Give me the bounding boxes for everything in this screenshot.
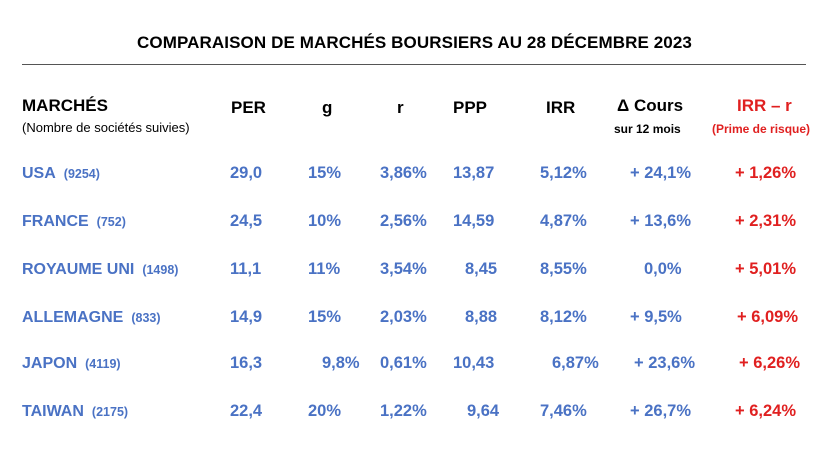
market-name-cell: ALLEMAGNE (833) bbox=[22, 308, 161, 327]
company-count: (2175) bbox=[91, 405, 129, 419]
cell-cours: + 9,5% bbox=[630, 308, 682, 326]
cell-per: 24,5 bbox=[230, 212, 263, 230]
cell-r: 3,54% bbox=[380, 260, 427, 278]
header-per: PER bbox=[231, 98, 266, 117]
cell-g: 20% bbox=[308, 402, 342, 420]
cell-irr: 8,12% bbox=[540, 308, 587, 326]
page-title: COMPARAISON DE MARCHÉS BOURSIERS AU 28 D… bbox=[137, 33, 692, 52]
market-name-cell: TAIWAN (2175) bbox=[22, 402, 128, 421]
cell-irr-r: + 6,09% bbox=[737, 308, 799, 326]
market-name-cell: ROYAUME UNI (1498) bbox=[22, 260, 178, 279]
cell-r: 2,03% bbox=[380, 308, 427, 326]
cell-r: 0,61% bbox=[380, 354, 427, 372]
cell-g: 11% bbox=[308, 260, 341, 278]
header-irr: IRR bbox=[546, 98, 576, 117]
cell-ppp: 8,88 bbox=[465, 308, 498, 326]
company-count: (9254) bbox=[63, 167, 100, 181]
cell-r: 3,86% bbox=[380, 164, 427, 182]
market-name: TAIWAN bbox=[22, 403, 84, 420]
cell-cours: + 26,7% bbox=[630, 402, 692, 420]
cell-per: 14,9 bbox=[230, 308, 263, 326]
cell-ppp: 14,59 bbox=[453, 212, 495, 230]
cell-cours: + 23,6% bbox=[634, 354, 696, 372]
cell-irr: 8,55% bbox=[540, 260, 587, 278]
cell-irr-r: + 5,01% bbox=[735, 260, 797, 278]
cell-ppp: 10,43 bbox=[453, 354, 495, 372]
header-cours: Δ Cours bbox=[617, 96, 684, 115]
cell-ppp: 8,45 bbox=[465, 260, 498, 278]
cell-ppp: 13,87 bbox=[453, 164, 495, 182]
cell-irr: 4,87% bbox=[540, 212, 587, 230]
header-markets: MARCHÉS bbox=[22, 96, 108, 115]
cell-irr: 5,12% bbox=[540, 164, 587, 182]
cell-r: 2,56% bbox=[380, 212, 427, 230]
cell-per: 16,3 bbox=[230, 354, 263, 372]
market-name-cell: JAPON (4119) bbox=[22, 354, 121, 373]
cell-per: 29,0 bbox=[230, 164, 263, 182]
title-divider bbox=[22, 64, 806, 65]
cell-ppp: 9,64 bbox=[467, 402, 500, 420]
cell-irr: 7,46% bbox=[540, 402, 587, 420]
cell-irr: 6,87% bbox=[552, 354, 599, 372]
cell-g: 9,8% bbox=[322, 354, 360, 372]
company-count: (4119) bbox=[85, 357, 121, 371]
market-name-cell: FRANCE (752) bbox=[22, 212, 126, 231]
cell-irr-r: + 6,24% bbox=[735, 402, 797, 420]
cell-per: 22,4 bbox=[230, 402, 263, 420]
header-g: g bbox=[322, 98, 333, 117]
cell-cours: + 24,1% bbox=[630, 164, 692, 182]
header-irr-r: IRR – r bbox=[737, 96, 792, 115]
company-count: (1498) bbox=[142, 263, 179, 277]
header-markets-subtitle: (Nombre de sociétés suivies) bbox=[22, 120, 190, 135]
cell-irr-r: + 2,31% bbox=[735, 212, 797, 230]
market-name-cell: USA (9254) bbox=[22, 164, 100, 183]
cell-per: 11,1 bbox=[230, 260, 262, 278]
market-name: JAPON bbox=[22, 355, 78, 372]
company-count: (752) bbox=[96, 215, 126, 229]
cell-g: 15% bbox=[308, 308, 342, 326]
market-name: USA bbox=[22, 165, 56, 182]
cell-irr-r: + 6,26% bbox=[739, 354, 801, 372]
header-cours-subtitle: sur 12 mois bbox=[614, 122, 681, 136]
cell-cours: 0,0% bbox=[644, 260, 682, 278]
header-ppp: PPP bbox=[453, 98, 488, 117]
header-irr-r-subtitle: (Prime de risque) bbox=[712, 122, 811, 136]
header-r: r bbox=[397, 98, 404, 117]
cell-cours: + 13,6% bbox=[630, 212, 692, 230]
market-name: ROYAUME UNI bbox=[22, 261, 135, 278]
cell-r: 1,22% bbox=[380, 402, 427, 420]
market-name: FRANCE bbox=[22, 213, 89, 230]
cell-irr-r: + 1,26% bbox=[735, 164, 797, 182]
cell-g: 10% bbox=[308, 212, 342, 230]
cell-g: 15% bbox=[308, 164, 342, 182]
market-name: ALLEMAGNE bbox=[22, 309, 124, 326]
company-count: (833) bbox=[131, 311, 161, 325]
